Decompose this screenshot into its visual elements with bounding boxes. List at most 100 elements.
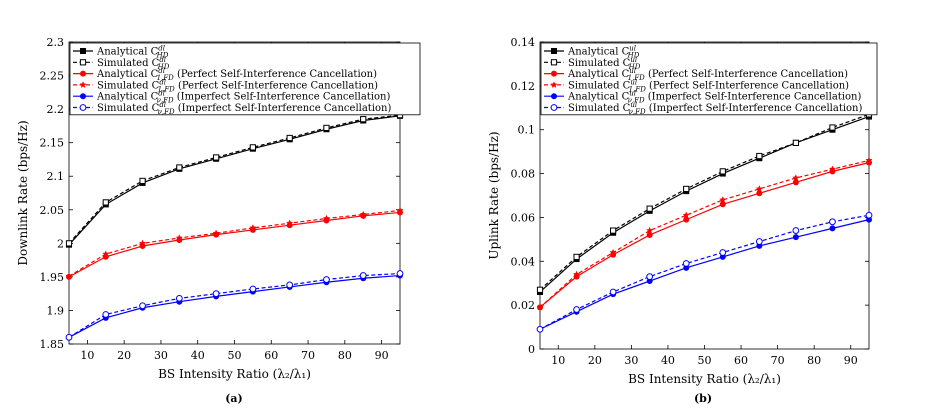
- data-point: [249, 144, 256, 151]
- data-point: [65, 240, 73, 247]
- data-point: [102, 199, 109, 206]
- x-tick-label: 70: [771, 354, 785, 367]
- y-tick-label: 1.95: [40, 271, 65, 284]
- legend-marker: [80, 70, 87, 77]
- data-point: [323, 124, 330, 132]
- legend-marker: [550, 104, 558, 111]
- subfigure-caption: (b): [694, 392, 712, 405]
- data-point: [65, 272, 73, 280]
- x-tick-label: 30: [624, 354, 638, 367]
- data-point: [360, 116, 367, 123]
- data-point: [646, 231, 653, 238]
- data-point: [536, 325, 544, 333]
- data-point: [609, 288, 617, 296]
- series-line: [68, 115, 401, 246]
- data-point: [396, 270, 404, 277]
- data-point: [139, 177, 146, 185]
- data-point: [102, 250, 110, 258]
- y-tick-label: 2.05: [40, 204, 65, 217]
- data-point: [683, 216, 690, 223]
- series-line: [68, 274, 401, 338]
- data-point: [756, 190, 763, 197]
- data-point: [792, 227, 800, 234]
- data-point: [65, 333, 73, 341]
- data-point: [828, 165, 837, 173]
- data-point: [683, 185, 690, 193]
- data-point: [610, 227, 617, 234]
- legend-marker: [550, 59, 558, 66]
- series-line: [539, 219, 870, 330]
- y-tick-label: 1.9: [47, 304, 65, 317]
- legend-label: Analytical Cul 1,FD (Perfect Self-Interfe…: [567, 67, 848, 82]
- data-point: [249, 285, 257, 293]
- data-point: [175, 294, 183, 302]
- x-tick-label: 60: [734, 354, 748, 367]
- subfigure-caption: (a): [225, 392, 243, 405]
- x-axis-label: BS Intensity Ratio (λ₂/λ₁): [158, 367, 311, 381]
- x-tick-label: 70: [301, 349, 315, 362]
- x-tick-label: 20: [117, 349, 131, 362]
- x-tick-label: 40: [191, 349, 205, 362]
- data-point: [755, 185, 764, 193]
- x-tick-label: 40: [661, 354, 675, 367]
- data-point: [756, 152, 763, 160]
- data-point: [682, 211, 690, 219]
- data-point: [213, 154, 220, 161]
- series-line: [539, 159, 870, 308]
- legend-marker: [80, 93, 87, 100]
- x-axis-label: BS Intensity Ratio (λ₂/λ₁): [628, 372, 781, 386]
- legend-label: Analytical Cul HD: [567, 45, 640, 60]
- y-tick-label: 2.3: [47, 36, 65, 49]
- data-point: [396, 206, 404, 214]
- y-tick-label: 0.12: [511, 80, 536, 93]
- data-point: [286, 281, 294, 289]
- y-tick-label: 0.02: [511, 299, 536, 312]
- y-tick-label: 2.25: [40, 70, 65, 83]
- series-line: [68, 209, 401, 277]
- legend-label: Analytical Cdl 1,FD (Perfect Self-Interfe…: [96, 67, 377, 82]
- legend-marker: [551, 48, 558, 55]
- data-point: [829, 218, 836, 226]
- data-point: [682, 260, 690, 267]
- legend-label: Simulated Cul 1,FD (Perfect Self-Interfer…: [568, 78, 849, 93]
- data-point: [792, 179, 799, 186]
- data-point: [175, 234, 184, 242]
- legend-label: Simulated Cul ν,FD (Imperfect Self-Interf…: [568, 101, 863, 116]
- data-point: [572, 270, 581, 278]
- data-point: [536, 303, 544, 311]
- x-tick-label: 90: [375, 349, 389, 362]
- x-tick-label: 10: [551, 354, 565, 367]
- x-tick-label: 50: [228, 349, 242, 362]
- series-line: [539, 113, 870, 291]
- y-tick-label: 1.85: [40, 338, 65, 351]
- data-point: [359, 272, 367, 279]
- legend-box: [69, 42, 421, 116]
- y-tick-label: 0: [528, 343, 535, 356]
- data-point: [323, 276, 330, 283]
- series-line: [68, 211, 401, 278]
- data-point: [865, 156, 873, 164]
- data-point: [645, 226, 654, 234]
- data-point: [249, 224, 257, 232]
- data-point: [176, 164, 183, 171]
- data-point: [829, 124, 836, 131]
- y-tick-label: 0.14: [511, 36, 536, 49]
- legend-marker: [79, 104, 87, 111]
- y-tick-label: 0.06: [511, 211, 536, 224]
- y-tick-label: 2.1: [47, 170, 65, 183]
- data-point: [286, 134, 293, 142]
- y-tick-label: 0.1: [518, 124, 536, 137]
- data-point: [755, 238, 763, 245]
- data-point: [573, 306, 580, 313]
- legend-label: Simulated Cdl HD: [97, 56, 170, 71]
- data-point: [212, 229, 220, 237]
- series-line: [539, 115, 870, 293]
- data-point: [536, 286, 544, 293]
- data-point: [609, 248, 617, 256]
- data-point: [719, 196, 727, 204]
- data-point: [573, 253, 580, 261]
- x-tick-label: 90: [844, 354, 858, 367]
- y-axis-label: Uplink Rate (bps/Hz): [487, 131, 501, 259]
